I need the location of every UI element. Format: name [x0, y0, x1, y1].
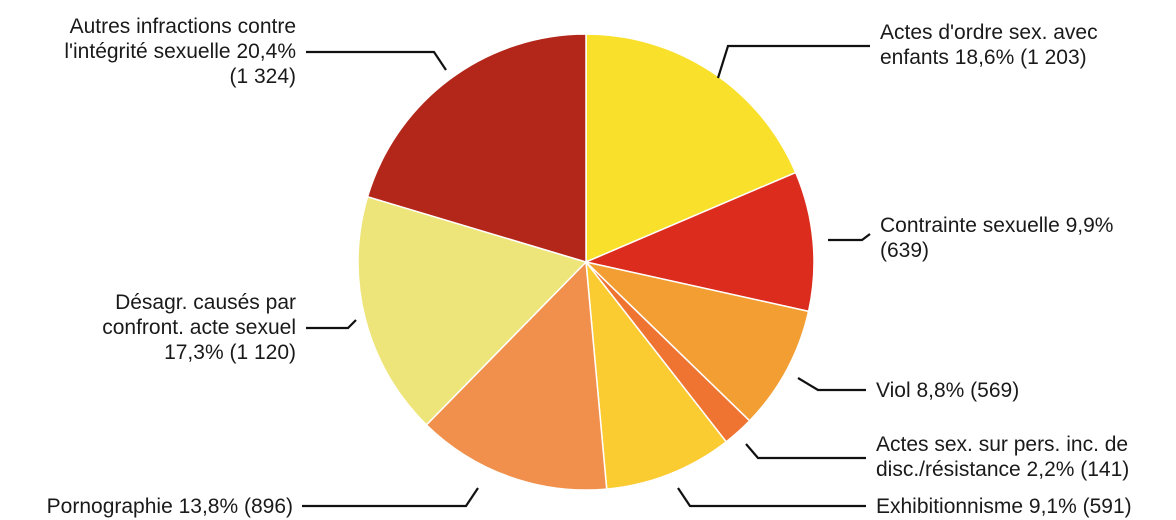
label-viol: Viol 8,8% (569)	[876, 378, 1019, 403]
leader-line-autres	[306, 50, 447, 71]
pie-slices	[357, 33, 815, 491]
pie-slice-actes-enfants	[585, 33, 797, 263]
label-line: l'intégrité sexuelle 20,4%	[64, 40, 296, 63]
label-pornographie: Pornographie 13,8% (896)	[47, 494, 293, 519]
label-line: (1 324)	[229, 65, 296, 88]
label-actes-enfants: Actes d'ordre sex. avec enfants 18,6% (1…	[880, 20, 1098, 70]
pie-slice-autres	[366, 33, 587, 263]
label-line: (639)	[880, 239, 930, 262]
leader-line-exhibitionnisme	[677, 487, 866, 508]
pie-slice-pornographie	[425, 261, 608, 491]
label-line: Contrainte sexuelle 9,9%	[880, 214, 1114, 237]
label-line: Actes d'ordre sex. avec	[880, 21, 1098, 44]
label-line: disc./résistance 2,2% (141)	[876, 458, 1130, 481]
label-line: Autres infractions contre	[69, 15, 296, 38]
label-line: confront. acte sexuel	[102, 316, 296, 339]
leader-line-actes-enfants	[716, 44, 870, 79]
leader-line-pornographie	[302, 487, 479, 508]
pie-slice-viol	[585, 261, 810, 422]
leader-line-contrainte	[828, 233, 871, 242]
pie-slice-desagr	[357, 195, 587, 426]
pie-slice-exhibitionnisme	[585, 261, 727, 490]
label-line: Viol 8,8% (569)	[876, 379, 1020, 402]
label-line: Actes sex. sur pers. inc. de	[876, 433, 1129, 456]
label-actes-incapables: Actes sex. sur pers. inc. de disc./résis…	[876, 432, 1129, 482]
label-desagr: Désagr. causés par confront. acte sexuel…	[102, 290, 296, 365]
leader-line-desagr	[306, 319, 357, 330]
label-exhibitionnisme: Exhibitionnisme 9,1% (591)	[876, 494, 1132, 519]
label-line: enfants 18,6% (1 203)	[880, 46, 1087, 69]
leader-line-actes-incapables	[745, 443, 866, 460]
label-autres: Autres infractions contre l'intégrité se…	[64, 14, 296, 89]
leader-lines	[302, 44, 871, 508]
leader-line-viol	[797, 377, 866, 392]
label-contrainte: Contrainte sexuelle 9,9% (639)	[880, 213, 1113, 263]
label-line: 17,3% (1 120)	[164, 341, 296, 364]
pie-slice-contrainte	[585, 171, 815, 313]
label-line: Exhibitionnisme 9,1% (591)	[876, 495, 1132, 518]
label-line: Désagr. causés par	[115, 291, 296, 314]
label-line: Pornographie 13,8% (896)	[46, 495, 293, 518]
